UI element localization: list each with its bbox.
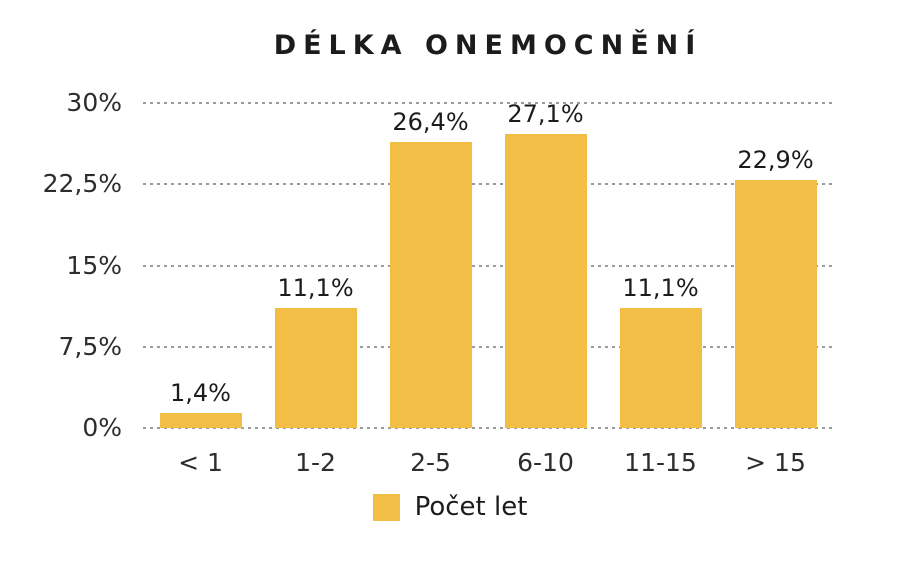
gridline-y	[143, 183, 833, 186]
x-axis-tick-label: 1-2	[295, 448, 336, 477]
legend: Počet let	[0, 492, 900, 522]
x-axis-tick-label: > 15	[745, 448, 806, 477]
bar	[619, 307, 702, 428]
bar-value-label: 1,4%	[170, 378, 231, 407]
x-axis-tick-label: 6-10	[517, 448, 574, 477]
y-axis-tick-label: 22,5%	[42, 169, 122, 199]
legend-swatch	[372, 493, 400, 521]
gridline-y	[143, 427, 833, 429]
chart-title: DÉLKA ONEMOCNĚNÍ	[273, 30, 703, 61]
y-axis-tick-label: 15%	[66, 250, 122, 280]
bar-value-label: 11,1%	[277, 273, 354, 302]
legend-label: Počet let	[414, 492, 528, 522]
bar	[389, 142, 472, 428]
x-axis-tick-label: 11-15	[624, 448, 697, 477]
bar-value-label: 27,1%	[507, 100, 584, 129]
y-axis-tick-label: 30%	[66, 88, 122, 117]
x-axis-tick-label: < 1	[178, 448, 223, 477]
bar-value-label: 11,1%	[622, 273, 699, 302]
gridline-y	[143, 264, 833, 267]
bar	[504, 134, 587, 428]
y-axis-tick-label: 7,5%	[58, 331, 122, 361]
gridline-y	[143, 345, 833, 348]
bar-value-label: 22,9%	[737, 145, 814, 174]
bar	[274, 307, 357, 428]
bar-value-label: 26,4%	[392, 108, 469, 136]
gridline-y	[143, 102, 833, 104]
bar	[734, 179, 817, 428]
x-axis-tick-label: 2-5	[410, 448, 451, 477]
bar	[159, 412, 242, 428]
y-axis-tick-label: 0%	[82, 413, 122, 442]
